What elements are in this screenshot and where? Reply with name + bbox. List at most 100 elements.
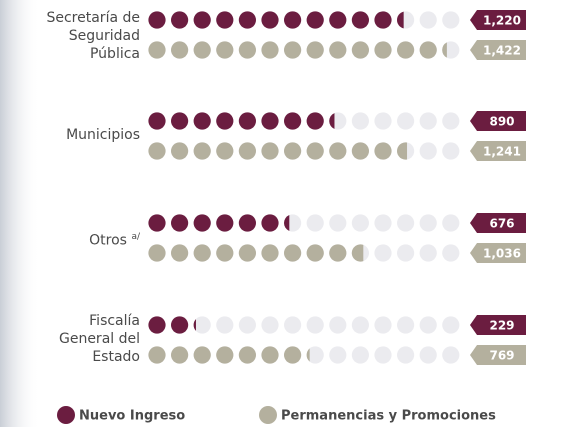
dot <box>194 142 211 159</box>
dot <box>148 346 165 363</box>
dot <box>307 11 324 28</box>
dot <box>307 244 324 261</box>
category-label: Otros a/ <box>34 228 140 250</box>
empty-dot <box>374 346 391 363</box>
empty-dot <box>374 316 391 333</box>
category-label: Secretaría de Seguridad Pública <box>34 9 140 63</box>
empty-dot <box>352 112 369 129</box>
empty-dot <box>352 214 369 231</box>
dot <box>216 214 233 231</box>
empty-dot <box>420 142 437 159</box>
empty-dot <box>420 346 437 363</box>
empty-dot <box>397 244 414 261</box>
legend-swatch <box>259 406 277 424</box>
dot-row <box>148 316 459 333</box>
legend-label: Permanencias y Promociones <box>281 409 496 424</box>
dot <box>397 41 414 58</box>
dot <box>261 112 278 129</box>
dot <box>216 346 233 363</box>
dot <box>261 244 278 261</box>
empty-dot <box>442 11 459 28</box>
dot-row <box>148 41 459 58</box>
dot <box>352 41 369 58</box>
partial-dot <box>194 319 196 331</box>
dot <box>216 142 233 159</box>
dot <box>194 214 211 231</box>
dot <box>352 142 369 159</box>
dot <box>329 11 346 28</box>
empty-dot <box>420 316 437 333</box>
empty-dot <box>307 214 324 231</box>
empty-dot <box>352 316 369 333</box>
dot <box>216 11 233 28</box>
partial-dot <box>397 142 407 159</box>
empty-dot <box>352 346 369 363</box>
category-text: Municipios <box>66 127 140 143</box>
value-label: 769 <box>489 349 514 363</box>
partial-dot <box>284 215 289 231</box>
dot <box>284 41 301 58</box>
legend-label: Nuevo Ingreso <box>79 409 185 424</box>
dot <box>284 346 301 363</box>
page: 1,2201,4228901,2416761,036229769Nuevo In… <box>0 0 566 427</box>
value-label: 1,422 <box>483 44 521 58</box>
dot <box>239 41 256 58</box>
empty-dot <box>442 112 459 129</box>
dot <box>329 41 346 58</box>
dot <box>239 11 256 28</box>
dot <box>239 214 256 231</box>
dot-row <box>148 214 459 231</box>
empty-dot <box>261 316 278 333</box>
dot-row <box>148 142 459 159</box>
category-text: Secretaría de Seguridad Pública <box>46 10 140 62</box>
empty-dot <box>442 142 459 159</box>
dot <box>148 316 165 333</box>
dot <box>307 41 324 58</box>
dot <box>307 112 324 129</box>
dot <box>239 112 256 129</box>
dot <box>239 244 256 261</box>
empty-dot <box>329 316 346 333</box>
empty-dot <box>442 214 459 231</box>
empty-dot <box>194 316 211 333</box>
value-label: 1,036 <box>483 247 521 261</box>
partial-dot <box>397 12 404 29</box>
dot-row <box>148 11 459 28</box>
dot <box>420 41 437 58</box>
dot <box>171 244 188 261</box>
dot <box>352 11 369 28</box>
partial-dot <box>329 113 334 129</box>
empty-dot <box>397 346 414 363</box>
category-label: Fiscalía General del Estado <box>34 312 140 366</box>
partial-dot <box>352 244 364 261</box>
empty-dot <box>284 316 301 333</box>
dot <box>374 41 391 58</box>
empty-dot <box>329 214 346 231</box>
value-label: 1,220 <box>483 14 521 28</box>
dot <box>261 41 278 58</box>
partial-dot <box>442 42 447 57</box>
dot <box>148 41 165 58</box>
dot <box>261 214 278 231</box>
category-label: Municipios <box>34 126 140 144</box>
dot <box>171 346 188 363</box>
empty-dot <box>397 112 414 129</box>
dot <box>171 112 188 129</box>
dot <box>171 214 188 231</box>
legend-swatch <box>57 406 75 424</box>
empty-dot <box>374 112 391 129</box>
dot <box>194 11 211 28</box>
dot <box>171 11 188 28</box>
dot <box>148 142 165 159</box>
dot <box>216 41 233 58</box>
empty-dot <box>420 244 437 261</box>
dot <box>374 11 391 28</box>
partial-dot <box>307 348 310 361</box>
dot <box>307 142 324 159</box>
dot <box>239 142 256 159</box>
empty-dot <box>374 214 391 231</box>
dot <box>194 112 211 129</box>
category-text: Fiscalía General del Estado <box>59 313 140 365</box>
empty-dot <box>442 316 459 333</box>
dot-row <box>148 244 459 261</box>
